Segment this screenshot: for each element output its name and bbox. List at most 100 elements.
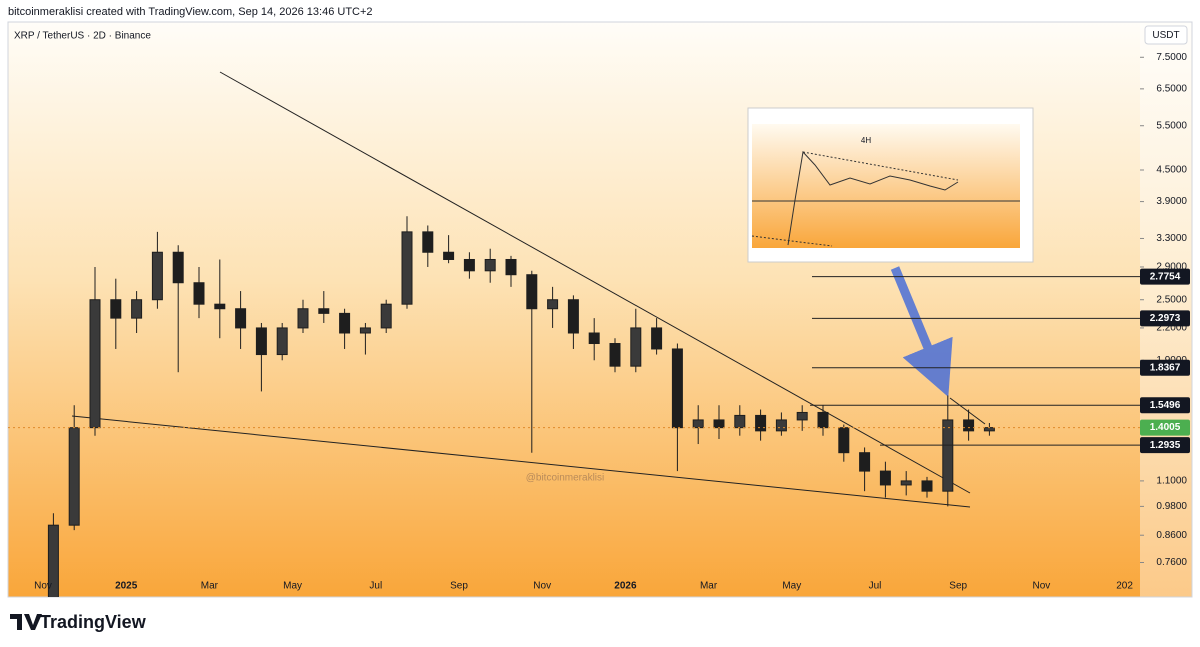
x-tick-label: May <box>782 581 801 592</box>
symbol: XRP / TetherUS · 2D · Binance <box>14 31 151 42</box>
currency: USDT <box>1152 30 1179 41</box>
candle-body <box>755 414 767 432</box>
credit: bitcoinmeraklisi created with TradingVie… <box>8 6 373 18</box>
y-tick-label: 3.9000 <box>1156 196 1187 207</box>
inset-plot <box>752 124 1020 248</box>
candle-body <box>380 303 392 329</box>
candle-body <box>235 308 247 329</box>
candle-body <box>526 274 538 310</box>
candle-body <box>255 327 267 356</box>
candle-body <box>817 411 829 429</box>
y-tick-label: 0.9800 <box>1156 501 1187 512</box>
candle-body <box>172 251 184 284</box>
y-tick-label: 7.5000 <box>1156 52 1187 63</box>
x-tick-label: Jul <box>369 581 382 592</box>
trendline <box>219 71 971 494</box>
candle-body <box>359 327 371 334</box>
inset-label: 4H <box>861 136 871 145</box>
candle-body <box>422 231 434 253</box>
trendline <box>71 415 971 508</box>
candle-body <box>921 480 933 492</box>
candle-body <box>879 470 891 486</box>
y-tick-label: 1.1000 <box>1156 476 1187 487</box>
y-tick-label: 4.5000 <box>1156 165 1187 176</box>
candle-body <box>942 419 954 492</box>
candle-body <box>547 299 559 310</box>
candle-body <box>588 332 600 345</box>
x-tick-label: Nov <box>1033 581 1051 592</box>
y-tick-label: 3.3000 <box>1156 233 1187 244</box>
x-tick-label: Jul <box>869 581 882 592</box>
candle-body <box>713 419 725 429</box>
drawings <box>71 71 986 508</box>
candle-body <box>505 258 517 276</box>
x-tick-label: 2026 <box>614 581 637 592</box>
candle-body <box>443 251 455 260</box>
candle-body <box>339 312 351 334</box>
candle-body <box>401 231 413 305</box>
x-tick-label: Nov <box>533 581 551 592</box>
x-tick-label: Mar <box>700 581 718 592</box>
x-tick-label: Sep <box>450 581 468 592</box>
candle-body <box>463 258 475 272</box>
candle-body <box>193 282 205 305</box>
last-price-box <box>1140 419 1190 436</box>
x-tick-label: 2025 <box>115 581 138 592</box>
level-label-box <box>1140 437 1190 454</box>
candle-body <box>671 348 683 429</box>
y-tick-label: 0.7600 <box>1156 557 1187 568</box>
inset-trendline <box>751 235 833 247</box>
x-tick-label: Nov <box>34 581 52 592</box>
y-tick-label: 0.8600 <box>1156 530 1187 541</box>
inset-price <box>787 150 959 246</box>
candles <box>47 216 995 597</box>
level-label-box <box>1140 359 1190 376</box>
candle-body <box>151 251 163 301</box>
candle-body <box>796 411 808 421</box>
y-tick-label: 5.5000 <box>1156 120 1187 131</box>
candle-body <box>734 414 746 429</box>
watermark: @bitcoinmeraklisi <box>526 473 605 484</box>
candle-body <box>110 299 122 319</box>
candle-body <box>900 480 912 486</box>
candle-body <box>692 419 704 429</box>
candle-body <box>214 303 226 310</box>
trendline <box>949 397 986 425</box>
candle-body <box>318 308 330 314</box>
candle-body <box>47 524 59 597</box>
y-tick-label: 2.9000 <box>1156 262 1187 273</box>
candle-body <box>859 452 871 472</box>
inset: 4H <box>747 107 1034 263</box>
level-label: 1.2935 <box>1150 440 1181 451</box>
arrow <box>890 266 953 397</box>
candle-body <box>297 308 309 329</box>
level-label: 1.5496 <box>1150 400 1181 411</box>
candle-body <box>630 327 642 367</box>
logo <box>10 614 42 630</box>
candle-body <box>68 427 80 526</box>
candle-body <box>651 327 663 350</box>
level-label-box <box>1140 397 1190 414</box>
price-axis <box>1140 22 1192 597</box>
candle-body <box>775 419 787 432</box>
candle-body <box>484 258 496 272</box>
candle-body <box>131 299 143 319</box>
x-tick-label: Mar <box>201 581 219 592</box>
currency-box <box>1144 25 1188 45</box>
candle-body <box>963 419 975 432</box>
y-tick-label: 6.5000 <box>1156 83 1187 94</box>
candle-body <box>89 299 101 429</box>
level-label: 2.7754 <box>1150 271 1181 282</box>
y-tick-label: 2.2000 <box>1156 323 1187 334</box>
candle-body <box>567 299 579 334</box>
level-label-box <box>1140 268 1190 285</box>
candle-body <box>609 343 621 367</box>
level-label: 2.2973 <box>1150 313 1181 324</box>
brand: TradingView <box>40 612 147 632</box>
level-label-box <box>1140 310 1190 327</box>
candle-body <box>838 427 850 454</box>
x-tick-label: 202 <box>1116 581 1133 592</box>
last-price-label: 1.4005 <box>1150 422 1181 433</box>
frame <box>7 21 1193 598</box>
